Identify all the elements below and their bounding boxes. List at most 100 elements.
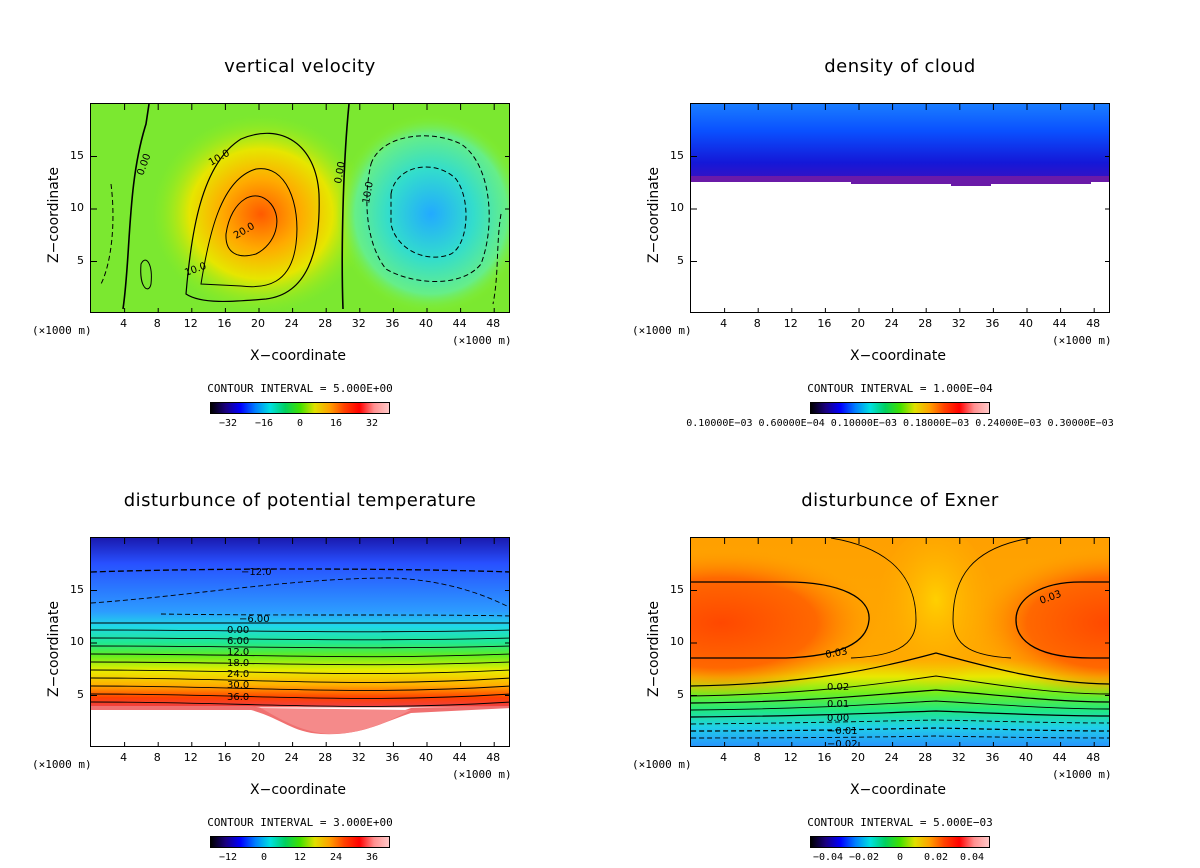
x-tick-label: 28: [918, 317, 933, 330]
contour-label: −6.00: [239, 614, 270, 625]
contour-label: −0.02: [827, 739, 858, 747]
contour-label: 18.0: [227, 658, 249, 669]
contour-label: 0.01: [827, 699, 849, 710]
x-tick-label: 20: [851, 317, 865, 330]
x-tick-label: 32: [951, 317, 966, 330]
colorbar-tick-label: 0: [296, 418, 304, 429]
contour-label: 0.00: [227, 625, 249, 636]
colorbar-tick-label: 12: [293, 852, 307, 863]
x-tick-label: 4: [120, 317, 128, 330]
chart-title: disturbunce of Exner: [801, 490, 999, 511]
plot-area: 0.00 10.0 20.0 10.0 0.00 10.0: [90, 103, 510, 313]
x-tick-label: 24: [884, 751, 899, 764]
chart-title: density of cloud: [824, 56, 976, 77]
colorbar-tick-label: 0.04: [959, 852, 985, 863]
y-axis-label: Z−coordinate: [646, 167, 662, 263]
x-tick-label: 24: [284, 317, 299, 330]
y-tick-label: 10: [670, 635, 684, 648]
x-tick-label: 8: [753, 751, 761, 764]
contour-interval: CONTOUR INTERVAL = 5.000E+00: [207, 382, 393, 395]
panel-vertical-velocity: vertical velocity: [0, 0, 600, 434]
x-tick-label: 36: [385, 317, 400, 330]
contour-label: 24.0: [227, 669, 249, 680]
contour-interval: CONTOUR INTERVAL = 3.000E+00: [207, 816, 393, 829]
contour-label: 36.0: [227, 692, 249, 703]
contour-label: 0.00: [827, 713, 849, 724]
x-unit-right: (×1000 m): [452, 334, 512, 347]
x-tick-label: 4: [720, 317, 728, 330]
x-unit-right: (×1000 m): [1052, 334, 1112, 347]
y-tick-label: 5: [677, 253, 684, 267]
x-tick-label: 28: [918, 751, 933, 764]
x-unit-left: (×1000 m): [632, 324, 692, 337]
colorbar-tick-label: −16: [254, 418, 274, 429]
chart-title: disturbunce of potential temperature: [123, 490, 477, 511]
y-tick-label: 15: [670, 148, 684, 162]
x-unit-left: (×1000 m): [632, 758, 692, 771]
plot-area: −12.0 −6.00 0.00 6.00 12.0 18.0 24.0 30.…: [90, 537, 510, 747]
x-tick-label: 16: [817, 317, 832, 330]
x-tick-label: 16: [817, 751, 832, 764]
contour-interval: CONTOUR INTERVAL = 5.000E−03: [807, 816, 993, 829]
x-axis-label: X−coordinate: [850, 782, 946, 798]
contour-label: 0.00: [333, 161, 348, 185]
x-tick-label: 48: [486, 317, 501, 330]
colorbar-tick-label: 16: [329, 418, 343, 429]
x-tick-label: 44: [452, 751, 467, 764]
x-unit-left: (×1000 m): [32, 758, 92, 771]
y-axis-label: Z−coordinate: [46, 601, 62, 697]
x-tick-label: 44: [1052, 317, 1067, 330]
y-tick-label: 10: [670, 201, 684, 214]
panel-exner: disturbunce of Exner: [600, 434, 1200, 868]
x-tick-label: 36: [985, 317, 1000, 330]
colorbar: [810, 402, 990, 414]
x-tick-label: 20: [251, 317, 265, 330]
colorbar-tick-label: 0.10000E−03 0.60000E−04 0.10000E−03 0.18…: [686, 418, 1114, 429]
colorbar-tick-label: 24: [329, 852, 343, 863]
y-tick-label: 10: [70, 635, 84, 648]
theta-field: −12.0 −6.00 0.00 6.00 12.0 18.0 24.0 30.…: [91, 538, 509, 746]
x-tick-label: 32: [351, 751, 366, 764]
panel-potential-temperature: disturbunce of potential temperature: [0, 434, 600, 868]
x-tick-label: 44: [1052, 751, 1067, 764]
x-tick-label: 24: [284, 751, 299, 764]
x-tick-label: 8: [153, 751, 161, 764]
colorbar: [810, 836, 990, 848]
x-tick-label: 12: [183, 317, 198, 330]
colorbar-tick-label: −0.02: [848, 852, 880, 863]
contour-label: 0.02: [827, 682, 849, 693]
panel-density-of-cloud: density of cloud Z−coordinate 5 10 15 4 8 12…: [600, 0, 1200, 434]
x-tick-label: 12: [183, 751, 198, 764]
colorbar: [210, 836, 390, 848]
y-axis-label: Z−coordinate: [46, 167, 62, 263]
plot-area: [690, 103, 1110, 313]
colorbar-tick-label: −32: [218, 418, 238, 429]
x-tick-label: 36: [385, 751, 400, 764]
x-tick-label: 36: [985, 751, 1000, 764]
chart-title: vertical velocity: [224, 56, 376, 77]
x-tick-label: 40: [1019, 317, 1033, 330]
x-tick-label: 16: [217, 751, 232, 764]
x-unit-left: (×1000 m): [32, 324, 92, 337]
contour-label: 12.0: [227, 647, 249, 658]
velocity-field: 0.00 10.0 20.0 10.0 0.00 10.0: [91, 104, 509, 312]
colorbar-tick-label: −12: [218, 852, 238, 863]
y-tick-label: 5: [77, 253, 84, 267]
x-tick-label: 32: [351, 317, 366, 330]
x-tick-label: 32: [951, 751, 966, 764]
x-tick-label: 28: [318, 751, 333, 764]
colorbar-tick-label: 36: [365, 852, 379, 863]
colorbar-tick-label: −0.04: [812, 852, 844, 863]
contour-label: −12.0: [241, 567, 272, 578]
colorbar-tick-label: 0.02: [923, 852, 949, 863]
x-tick-label: 12: [783, 317, 798, 330]
colorbar-ticks: −12 0 12 24 36: [210, 852, 390, 866]
contour-label: −0.01: [827, 726, 858, 737]
cloud-field: [691, 104, 1109, 312]
x-tick-label: 24: [884, 317, 899, 330]
x-tick-label: 44: [452, 317, 467, 330]
colorbar: [210, 402, 390, 414]
x-tick-label: 20: [851, 751, 865, 764]
x-tick-label: 12: [783, 751, 798, 764]
x-unit-right: (×1000 m): [1052, 768, 1112, 781]
